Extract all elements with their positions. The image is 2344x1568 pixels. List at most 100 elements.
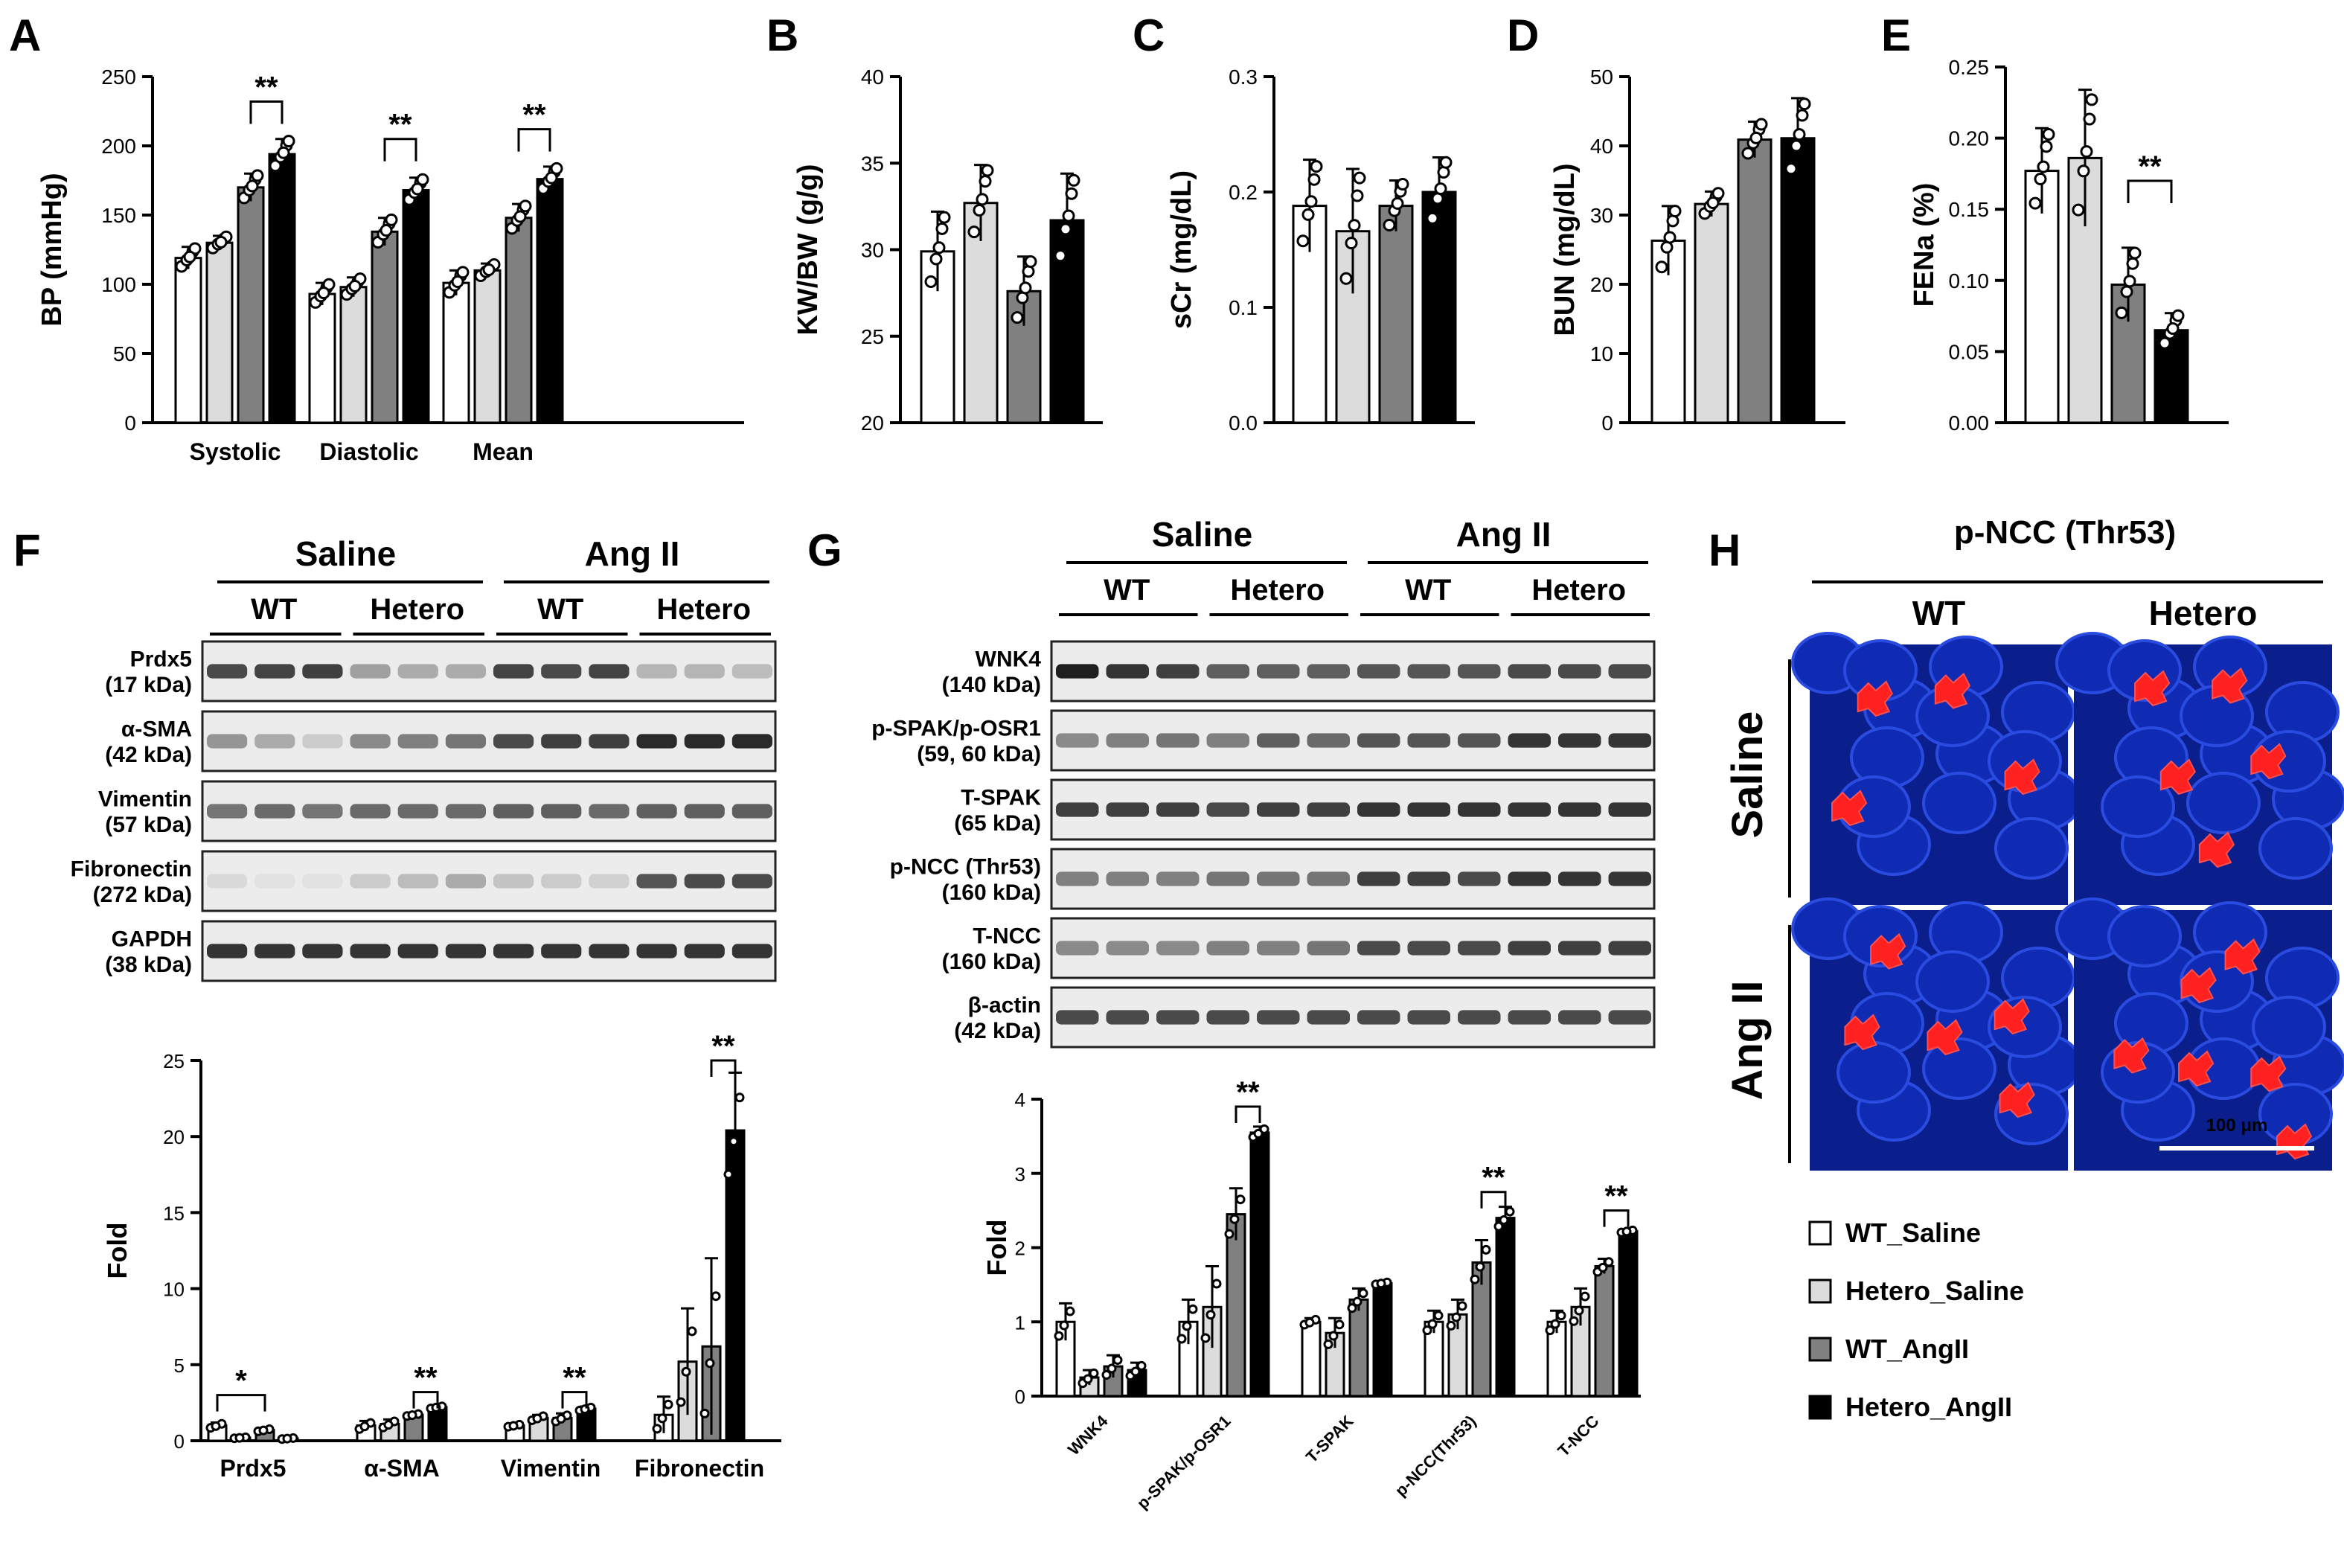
significance-label: **	[254, 71, 278, 103]
bar-wt-saline	[174, 257, 202, 424]
blot-row-label: p-NCC (Thr53)	[890, 855, 1041, 880]
data-point	[2115, 306, 2128, 319]
data-point	[1439, 156, 1453, 169]
data-point	[1352, 1296, 1362, 1307]
data-point	[2120, 285, 2133, 298]
data-point	[705, 1358, 715, 1369]
blot-row-label: GAPDH	[112, 927, 192, 952]
data-point	[1304, 195, 1318, 208]
blot-band	[1307, 664, 1350, 679]
red-stain	[1934, 672, 1971, 709]
significance-bracket	[517, 128, 551, 152]
blot-band	[397, 804, 438, 819]
data-point	[2171, 309, 2185, 322]
blot-band	[1307, 802, 1350, 817]
data-point	[282, 1433, 292, 1444]
data-point	[734, 1092, 745, 1103]
data-point	[1741, 147, 1755, 160]
red-stain	[2212, 667, 2248, 704]
blot-band	[1056, 941, 1099, 956]
blot-band	[541, 874, 582, 889]
data-point	[2123, 275, 2136, 288]
blot-band	[1056, 802, 1099, 817]
blot-band	[1106, 733, 1149, 748]
data-point	[251, 169, 264, 182]
blot-band	[445, 734, 486, 749]
data-point	[1211, 1279, 1222, 1289]
blot-band	[350, 944, 391, 959]
blot-strip	[1050, 778, 1656, 841]
blot-band	[1056, 1010, 1099, 1025]
data-point	[1296, 234, 1310, 248]
blot-band	[254, 664, 295, 679]
data-point	[935, 222, 949, 235]
data-point	[416, 173, 429, 186]
blot-band	[1508, 871, 1551, 886]
blot-band	[1156, 1010, 1200, 1025]
blot-row-size: (42 kDa)	[105, 743, 192, 767]
blot-band	[1156, 802, 1200, 817]
red-stain	[2180, 967, 2217, 1004]
legend-item: WT_Saline	[1808, 1217, 1981, 1248]
blot-band	[397, 664, 438, 679]
blot-band	[254, 944, 295, 959]
red-stain	[2224, 938, 2261, 975]
y-axis-label: FENa (%)	[1909, 183, 1940, 307]
blot-band	[350, 734, 391, 749]
data-point	[1493, 1221, 1504, 1232]
blot-band	[302, 944, 343, 959]
y-tick-label: 0	[174, 1430, 185, 1453]
data-point	[1426, 211, 1439, 225]
significance-bracket	[710, 1059, 737, 1077]
blot-band	[302, 874, 343, 889]
data-point	[2028, 196, 2042, 210]
legend-label: Hetero_AngII	[1845, 1392, 2012, 1422]
blot-row-size: (272 kDa)	[93, 883, 192, 907]
data-point	[532, 1413, 542, 1424]
y-tick-label: 40	[1590, 135, 1613, 158]
data-point	[451, 275, 464, 289]
blot-band	[1106, 871, 1149, 886]
data-point	[2083, 112, 2096, 126]
y-tick-label: 0.3	[1229, 65, 1258, 89]
y-tick-label: 0	[1015, 1386, 1025, 1408]
y-tick-label: 25	[861, 325, 884, 348]
bar-wt-angii	[237, 186, 265, 424]
data-point	[729, 1136, 739, 1147]
y-tick-label: 3	[1015, 1163, 1025, 1185]
subgroup-label: WT	[1405, 574, 1451, 607]
blot-band	[684, 664, 725, 679]
blot-band	[493, 804, 534, 819]
data-point	[1793, 128, 1806, 141]
data-point	[550, 161, 563, 175]
blot-band	[350, 804, 391, 819]
blot-band	[1156, 664, 1200, 679]
bar-wt-saline	[2024, 170, 2060, 424]
blot-band	[493, 944, 534, 959]
panel-letter-e: E	[1881, 10, 1911, 60]
blot-band	[1257, 733, 1300, 748]
data-point	[1556, 1311, 1566, 1321]
y-tick-label: 15	[163, 1202, 185, 1224]
blot-row-label: T-NCC	[973, 924, 1041, 949]
blot-row-size: (17 kDa)	[105, 673, 192, 697]
data-point	[317, 287, 330, 300]
blot-band	[207, 944, 248, 959]
blot-band	[207, 804, 248, 819]
y-tick-label: 0.00	[1949, 412, 1990, 435]
significance-bracket	[2127, 179, 2173, 203]
red-stain	[1831, 790, 1868, 827]
data-point	[1310, 160, 1323, 173]
chart-a: 0 50 100 150 200 250 BP (mmHg) Systolic Diastoli…	[36, 65, 744, 465]
data-point	[456, 266, 470, 279]
tubule	[1994, 817, 2069, 880]
blot-strip	[201, 640, 777, 703]
blot-band	[1608, 664, 1651, 679]
y-tick-label: 150	[101, 204, 136, 227]
blot-band	[1608, 871, 1651, 886]
data-point	[1054, 249, 1067, 263]
blot-band	[1257, 941, 1300, 956]
data-point	[1182, 1321, 1192, 1331]
data-point	[1470, 1274, 1480, 1284]
